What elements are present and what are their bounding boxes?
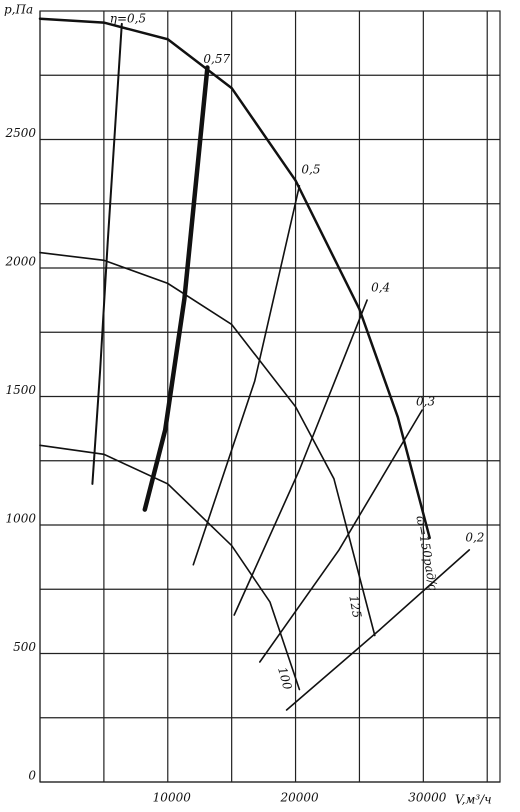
curve-label: 100 — [275, 666, 295, 692]
curve — [192, 185, 301, 566]
y-axis-label: p,Па — [4, 3, 33, 17]
y-tick-label: 0 — [28, 769, 36, 783]
y-tick-label: 1000 — [5, 512, 36, 526]
curve — [285, 549, 471, 711]
x-tick-label: 10000 — [153, 791, 192, 805]
curve-label: 0,2 — [465, 530, 484, 544]
curve-label: 0,4 — [371, 281, 390, 295]
curve — [39, 444, 301, 691]
curve-label: 0,57 — [203, 52, 230, 66]
x-axis-label: V,м³/ч — [455, 793, 492, 807]
y-tick-label: 2000 — [4, 255, 36, 269]
curve — [259, 409, 423, 663]
curve-label: 125 — [346, 594, 364, 619]
curve — [39, 251, 376, 637]
x-tick-label: 30000 — [408, 791, 447, 805]
curve-label: η=0,5 — [110, 11, 146, 25]
y-tick-label: 2500 — [4, 126, 36, 140]
y-tick-label: 1500 — [5, 383, 36, 397]
curve-label: 0,5 — [301, 162, 320, 176]
curve-label: ω=150рад/с — [413, 515, 440, 593]
curve — [38, 17, 431, 540]
curve — [91, 22, 123, 485]
x-tick-label: 20000 — [279, 791, 319, 805]
curve — [233, 299, 368, 616]
curve — [142, 65, 210, 512]
y-tick-label: 500 — [13, 640, 36, 654]
curve-label: 0,3 — [416, 395, 435, 409]
